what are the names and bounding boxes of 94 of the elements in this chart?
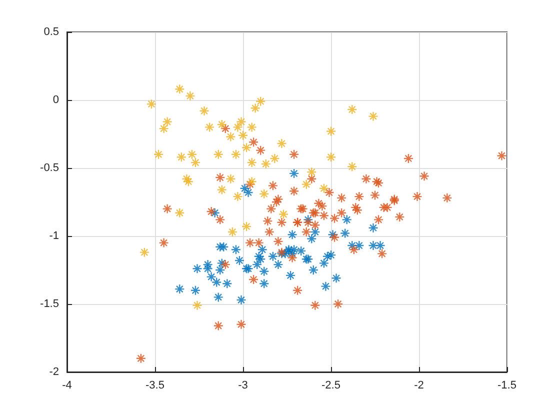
point (318, 183, 330, 194)
point (260, 158, 271, 170)
point (190, 285, 201, 296)
point (259, 278, 270, 289)
point (192, 264, 202, 274)
point (232, 191, 243, 202)
point (226, 132, 236, 142)
point (243, 187, 254, 198)
point (183, 176, 194, 187)
point (301, 179, 312, 190)
point (238, 130, 248, 140)
point (222, 278, 232, 289)
point (186, 149, 198, 160)
y-tick-label: -1 (49, 230, 59, 242)
point (216, 184, 227, 195)
point (213, 149, 224, 160)
point (288, 168, 300, 179)
point (288, 244, 300, 255)
point (287, 248, 298, 259)
point (139, 247, 150, 258)
point (199, 106, 210, 116)
point (285, 270, 296, 281)
point (174, 284, 185, 294)
point (230, 149, 242, 160)
point (347, 104, 358, 115)
point (306, 166, 317, 178)
point (174, 208, 185, 218)
x-tick-label: -3.5 (146, 380, 164, 392)
point (192, 300, 202, 310)
point (328, 230, 338, 240)
point (259, 266, 270, 276)
point (202, 264, 213, 274)
point (212, 277, 222, 288)
point (241, 221, 252, 232)
x-tick-label: -2.5 (322, 380, 340, 392)
point (153, 149, 164, 160)
x-tick-label: -1.5 (498, 380, 516, 392)
point (227, 226, 238, 238)
point (368, 111, 378, 122)
point (240, 183, 250, 194)
point (190, 157, 201, 168)
point (354, 240, 364, 251)
point (326, 250, 336, 260)
point (268, 251, 278, 262)
point (215, 242, 226, 252)
x-tick-label: -4 (62, 380, 72, 392)
point (276, 138, 287, 149)
point (347, 162, 358, 172)
point (347, 240, 358, 251)
point (246, 157, 257, 168)
point (230, 244, 242, 255)
point (213, 292, 224, 302)
point (236, 294, 246, 306)
point (270, 153, 280, 164)
point (259, 188, 270, 199)
point (320, 281, 331, 292)
point (368, 240, 378, 251)
point (287, 230, 298, 240)
point (146, 98, 157, 110)
point (296, 246, 306, 256)
point (331, 273, 342, 284)
y-tick-label: 0 (52, 94, 59, 106)
point (182, 174, 192, 184)
point (246, 176, 257, 187)
point (278, 209, 289, 220)
y-tick-label: -0.5 (40, 162, 59, 174)
point (303, 214, 314, 225)
point (273, 259, 284, 270)
point (246, 122, 257, 132)
point (368, 222, 378, 233)
point (218, 242, 229, 252)
point (174, 84, 185, 94)
point (216, 119, 227, 130)
point (326, 152, 336, 162)
y-tick-label: 0.5 (44, 26, 59, 38)
point (280, 248, 290, 259)
point (326, 126, 336, 136)
point (202, 259, 213, 270)
point (226, 174, 236, 184)
point (340, 228, 350, 238)
point (206, 272, 216, 282)
point (210, 208, 220, 218)
x-tick-label: -3 (238, 380, 248, 392)
y-tick-label: -2 (49, 366, 59, 378)
point (342, 214, 352, 225)
point (176, 152, 186, 162)
y-tick-label: -1.5 (40, 298, 59, 310)
point (234, 255, 245, 266)
point (241, 142, 252, 153)
point (375, 240, 386, 251)
x-tick-label: -2 (414, 380, 424, 392)
point (185, 90, 196, 102)
point (204, 122, 215, 132)
point (308, 264, 318, 276)
